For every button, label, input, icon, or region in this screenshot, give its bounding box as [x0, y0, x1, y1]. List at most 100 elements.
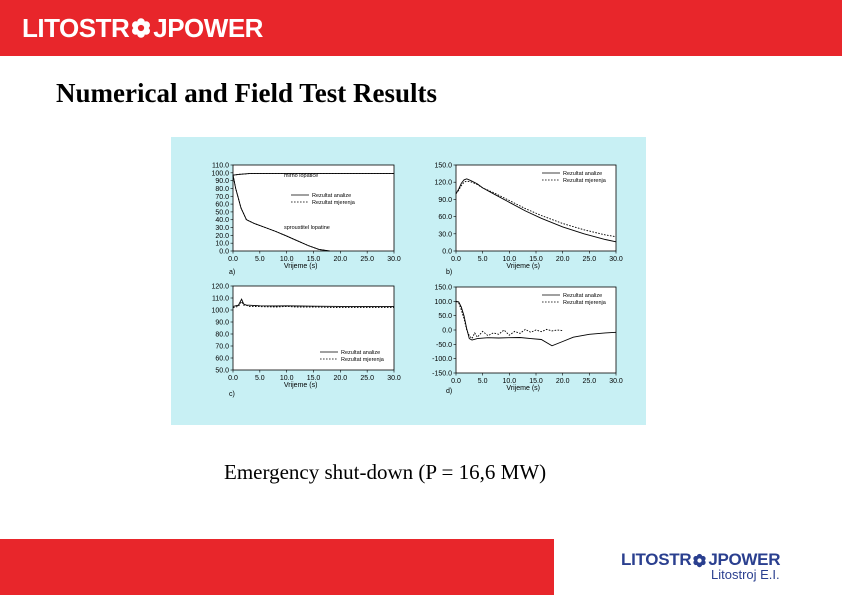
panel-label: d): [446, 388, 452, 395]
y-tick-label: 50.0: [215, 209, 229, 216]
x-tick-label: 30.0: [609, 378, 623, 385]
legend-entry: Rezultat mjerenja: [563, 300, 607, 306]
x-tick-label: 10.0: [503, 256, 517, 263]
x-tick-label: 20.0: [334, 375, 348, 382]
y-tick-label: 60.0: [215, 356, 229, 363]
brand-name-part1: LITOSTR: [22, 13, 130, 43]
y-tick-label: 50.0: [438, 313, 452, 320]
footer-brand-part1: LITOSTR: [621, 550, 692, 569]
y-tick-label: 120.0: [434, 180, 452, 187]
chart-figure: 0.0 5.0 10.0 15.0 20.0 25.0 30.0 110.0 100.0 90.0…: [171, 137, 646, 425]
panel-label: a): [229, 269, 235, 276]
footer-logo: LITOSTR JPOWER: [621, 550, 781, 569]
y-tick-label: 70.0: [215, 344, 229, 351]
x-tick-label: 10.0: [280, 256, 294, 263]
brand-logo: LITOSTR JPOWER: [22, 14, 263, 42]
plot-area-b: [455, 164, 617, 252]
page-title: Numerical and Field Test Results: [56, 78, 438, 108]
y-tick-label: 0.0: [219, 249, 229, 256]
y-tick-label: 100.0: [211, 170, 229, 177]
x-tick-label: 20.0: [556, 256, 570, 263]
x-axis-label: Vrijeme (s): [506, 263, 540, 270]
y-tick-label: 110.0: [212, 296, 229, 303]
plot-area-a: [232, 164, 395, 252]
y-tick-label: 80.0: [215, 332, 229, 339]
x-tick-label: 10.0: [280, 375, 294, 382]
x-axis-label: Vrijeme (s): [284, 263, 318, 270]
y-tick-label: -100.0: [432, 356, 452, 363]
series-line-c-0: [232, 298, 394, 307]
brand-name-part2: JPOWER: [153, 13, 263, 43]
x-tick-label: 20.0: [334, 256, 348, 263]
x-tick-label: 15.0: [529, 256, 543, 263]
y-tick-label: 0.0: [442, 328, 452, 335]
x-tick-label: 25.0: [583, 256, 597, 263]
x-tick-label: 0.0: [228, 375, 238, 382]
x-tick-label: 30.0: [387, 375, 401, 382]
x-tick-label: 25.0: [583, 378, 597, 385]
x-tick-label: 0.0: [451, 378, 461, 385]
panel-label: b): [446, 269, 452, 276]
y-tick-label: 40.0: [215, 217, 229, 224]
footer-brand-part2: JPOWER: [708, 550, 781, 569]
series-line-d-1: [455, 300, 563, 340]
y-tick-label: 20.0: [215, 233, 229, 240]
footer-subsidiary: Litostroj E.I.: [711, 567, 780, 582]
y-tick-label: 120.0: [211, 284, 229, 291]
x-tick-label: 0.0: [228, 256, 238, 263]
legend-entry: Rezultat analize: [341, 350, 380, 356]
bottom-banner: [0, 539, 554, 595]
annotation-label: sproustitel lopatine: [284, 225, 330, 231]
y-tick-label: 90.0: [215, 320, 229, 327]
x-tick-label: 5.0: [478, 378, 488, 385]
x-tick-label: 30.0: [609, 256, 623, 263]
y-tick-label: 30.0: [215, 225, 229, 232]
series-line-b-1: [455, 180, 617, 238]
y-tick-label: -150.0: [432, 371, 452, 378]
legend-entry: Rezultat analize: [312, 193, 351, 199]
y-tick-label: 100.0: [211, 308, 229, 315]
y-tick-label: 110.0: [212, 163, 229, 170]
y-tick-label: 70.0: [215, 194, 229, 201]
x-tick-label: 5.0: [478, 256, 488, 263]
legend-entry: Rezultat analize: [563, 293, 602, 299]
flower-icon: [693, 553, 706, 567]
series-line-c-1: [232, 300, 394, 309]
figure-caption: Emergency shut-down (P = 16,6 MW): [224, 460, 547, 484]
series-line-a-1: [232, 173, 394, 176]
x-tick-label: 15.0: [307, 375, 321, 382]
x-tick-label: 20.0: [556, 378, 570, 385]
legend-entry: Rezultat mjerenja: [312, 200, 356, 206]
series-line-a-3: [232, 175, 330, 252]
y-tick-label: 30.0: [438, 231, 452, 238]
x-tick-label: 15.0: [529, 378, 543, 385]
x-tick-label: 5.0: [255, 256, 265, 263]
x-axis-label: Vrijeme (s): [284, 382, 318, 389]
x-tick-label: 30.0: [387, 256, 401, 263]
chart-panels: 0.0 5.0 10.0 15.0 20.0 25.0 30.0110.0100.090.0…: [211, 163, 623, 399]
y-tick-label: 90.0: [215, 178, 229, 185]
x-tick-label: 25.0: [360, 256, 374, 263]
y-tick-label: 100.0: [434, 299, 452, 306]
x-axis-label: Vrijeme (s): [506, 385, 540, 392]
y-tick-label: 90.0: [438, 197, 452, 204]
legend-entry: Rezultat mjerenja: [563, 178, 607, 184]
x-tick-label: 25.0: [360, 375, 374, 382]
y-tick-label: 80.0: [215, 186, 229, 193]
y-tick-label: 60.0: [215, 202, 229, 209]
x-tick-label: 0.0: [451, 256, 461, 263]
x-tick-label: 15.0: [307, 256, 321, 263]
series-line-d-0: [455, 300, 617, 347]
y-tick-label: 0.0: [442, 249, 452, 256]
annotation-label: mirno lopatice: [284, 173, 318, 179]
plot-area-c: [232, 285, 395, 371]
x-tick-label: 10.0: [503, 378, 517, 385]
top-banner: LITOSTR JPOWER: [0, 0, 842, 56]
legend-entry: Rezultat mjerenja: [341, 357, 385, 363]
y-tick-label: -50.0: [436, 342, 452, 349]
y-tick-label: 150.0: [434, 163, 452, 170]
y-tick-label: 50.0: [215, 368, 229, 375]
y-tick-label: 10.0: [215, 241, 229, 248]
x-tick-label: 5.0: [255, 375, 265, 382]
panel-label: c): [229, 391, 235, 398]
